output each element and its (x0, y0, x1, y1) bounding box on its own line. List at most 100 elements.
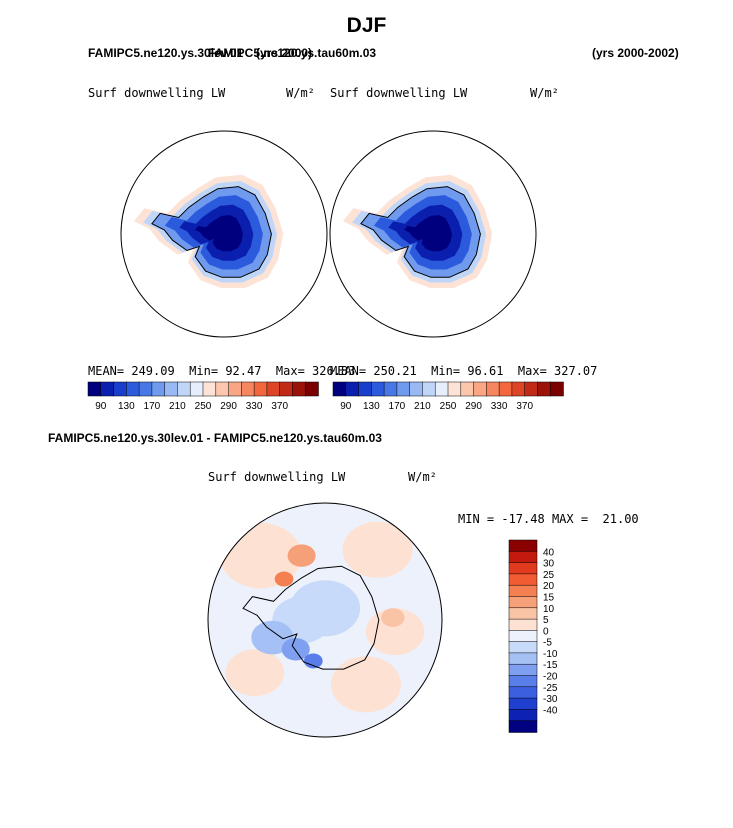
colorbar-swatch (508, 686, 538, 699)
panel3-max-label: MAX = (551, 512, 589, 526)
colorbar-swatch (396, 381, 411, 397)
diff-patch (225, 649, 285, 697)
colorbar-swatch (508, 630, 538, 643)
colorbar-tick-label: 330 (491, 401, 508, 412)
colorbar-swatch (508, 720, 538, 733)
colorbar-tick-label: 15 (543, 593, 555, 604)
case-label: FAMIPC5.ne120.ys.30lev.01 (88, 46, 244, 60)
map-border (120, 130, 328, 338)
years-right-label: (yrs 2000-2002) (592, 46, 679, 60)
panel3-stats: MIN = -17.48 MAX = 21.00 (458, 512, 639, 526)
colorbar-swatch (508, 697, 538, 711)
colorbar-tick-label: -5 (543, 638, 552, 649)
colorbar-tick-label: 250 (440, 401, 457, 412)
panel3-units: W/m² (408, 470, 437, 484)
panel1-title: Surf downwelling LW (88, 86, 226, 100)
colorbar-swatch (100, 381, 115, 397)
colorbar-tick-label: 0 (543, 626, 549, 637)
colorbar-tick-label: 370 (271, 401, 288, 412)
panel2-stats: MEAN= 250.21 Min= 96.61 Max= 327.07 (330, 364, 597, 378)
panel1-max-label: Max= (275, 364, 305, 378)
colorbar-swatch (151, 381, 166, 397)
colorbar-swatch (473, 381, 488, 397)
map-border (329, 130, 537, 338)
panel2-mean-label: MEAN= (330, 364, 367, 378)
colorbar-swatch (508, 663, 538, 677)
coastline (242, 565, 380, 670)
colorbar-swatch (189, 381, 204, 397)
diff-patch (287, 544, 316, 567)
polar-map-1 (120, 130, 328, 338)
diff-patch (330, 656, 402, 713)
colorbar-swatch (409, 381, 424, 397)
colorbar-swatch (508, 675, 538, 688)
colorbar-tick-label: 90 (95, 401, 107, 412)
colorbar-tick-label: -15 (543, 660, 558, 671)
colorbar-tick-label: 130 (363, 401, 380, 412)
colorbar-swatch (177, 381, 191, 397)
panel2-max: 327.07 (554, 364, 598, 378)
diff-patch (289, 580, 361, 637)
colorbar-tick-label: 330 (246, 401, 263, 412)
diff-patch (381, 608, 405, 628)
colorbar-swatch (358, 381, 373, 397)
colorbar-tick-label: -25 (543, 683, 558, 694)
colorbar-swatch (228, 381, 243, 397)
colorbar-swatch (383, 381, 398, 397)
colorbar-tick-label: 25 (543, 570, 555, 581)
colorbar-tick-label: -10 (543, 649, 558, 660)
colorbar-tick-label: 210 (414, 401, 431, 412)
page-title: DJF (346, 14, 387, 37)
colorbar-swatch (138, 381, 153, 397)
colorbar-swatch (508, 573, 538, 586)
colorbar-tick-label: 30 (543, 559, 555, 570)
panel3-min-label: MIN = (458, 512, 495, 526)
colorbar-swatch (304, 381, 319, 397)
colorbar-1: 90 130 170 210 250 290 330 370 (87, 381, 319, 412)
colorbar-swatch (537, 381, 551, 397)
panel3-min: -17.48 (501, 512, 545, 526)
colorbar-swatch (508, 551, 538, 564)
colorbar-swatch (371, 381, 385, 397)
colorbar-tick-label: 20 (543, 581, 555, 592)
colorbar-tick-label: -40 (543, 705, 558, 716)
colorbar-swatch (508, 539, 538, 553)
colorbar-swatch (524, 381, 539, 397)
colorbar-tick-label: 170 (389, 401, 406, 412)
colorbar-swatch (498, 381, 513, 397)
colorbar-tick-label: 5 (543, 615, 549, 626)
case-label-overlap: FAMIPC5.ne120.ys.tau60m.03 (208, 46, 377, 60)
colorbar-swatch (486, 381, 500, 397)
diff-patch (303, 653, 323, 669)
colorbar-swatch (279, 381, 294, 397)
colorbar-swatch (508, 607, 538, 620)
colorbar-tick-label: -30 (543, 694, 558, 705)
colorbar-tick-label: 90 (340, 401, 352, 412)
colorbar-swatch (508, 641, 538, 654)
colorbar-tick-label: 290 (220, 401, 237, 412)
colorbar-tick-label: 10 (543, 604, 555, 615)
colorbar-swatch (345, 381, 360, 397)
polar-map-2 (329, 130, 537, 338)
colorbar-tick-label: 250 (195, 401, 212, 412)
diff-title: FAMIPC5.ne120.ys.30lev.01 - FAMIPC5.ne12… (48, 431, 382, 445)
panel2-mean: 250.21 (373, 364, 417, 378)
colorbar-swatch (202, 381, 217, 397)
colorbar-swatch (508, 618, 538, 632)
panel1-units: W/m² (286, 86, 315, 100)
colorbar-tick-label: 370 (516, 401, 533, 412)
panel1-mean-label: MEAN= (88, 364, 125, 378)
panel1-min-label: Min= (189, 364, 219, 378)
panel1-min: 92.47 (225, 364, 262, 378)
panel1-max: 326.83 (312, 364, 356, 378)
colorbar-swatch (447, 381, 462, 397)
panel2-min: 96.61 (467, 364, 504, 378)
panel1-mean: 249.09 (131, 364, 175, 378)
panel2-min-label: Min= (431, 364, 461, 378)
colorbar-swatch (266, 381, 281, 397)
diff-patch (274, 571, 294, 587)
coastline (360, 186, 481, 278)
diff-patch (342, 521, 413, 578)
colorbar-swatch (332, 381, 347, 397)
